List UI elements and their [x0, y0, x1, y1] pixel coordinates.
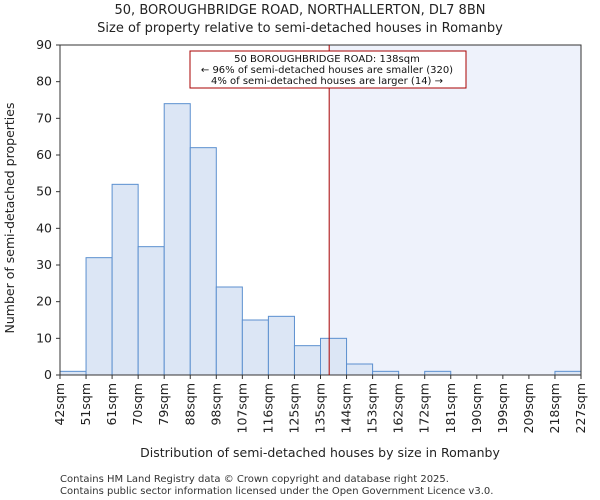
x-axis-title: Distribution of semi-detached houses by … — [140, 445, 500, 460]
footer-line1: Contains HM Land Registry data © Crown c… — [60, 474, 449, 485]
y-tick-label: 30 — [36, 257, 52, 272]
x-tick-label: 227sqm — [573, 383, 588, 433]
x-tick-label: 70sqm — [130, 383, 145, 426]
y-tick-label: 80 — [36, 74, 52, 89]
footer-line2: Contains public sector information licen… — [60, 486, 493, 497]
bar-51sqm — [85, 257, 113, 376]
x-tick-label: 88sqm — [182, 383, 197, 426]
bar-61sqm — [111, 183, 139, 376]
bar-153sqm — [372, 370, 400, 376]
x-axis-ticks: 42sqm 51sqm 61sqm 70sqm 79sqm 88sqm 98sqm 107sq… — [52, 375, 588, 433]
annotation-line2: ← 96% of semi-detached houses are smalle… — [201, 65, 453, 76]
y-axis-ticks: 0 10 20 30 40 50 60 70 80 90 — [36, 37, 60, 382]
x-tick-label: 61sqm — [104, 383, 119, 426]
bar-135sqm — [320, 337, 348, 376]
bar-107sqm — [241, 319, 269, 376]
y-tick-label: 50 — [36, 184, 52, 199]
y-tick-label: 20 — [36, 294, 52, 309]
x-tick-label: 199sqm — [495, 383, 510, 433]
bar-98sqm — [215, 286, 243, 376]
bar-116sqm — [267, 315, 295, 376]
bars-group — [59, 103, 582, 376]
larger-region-shade — [329, 45, 581, 375]
plot-frame — [59, 44, 582, 376]
annotation-line3: 4% of semi-detached houses are larger (1… — [211, 76, 443, 87]
x-tick-label: 116sqm — [260, 383, 275, 433]
y-axis-title: Number of semi-detached properties — [2, 103, 17, 334]
x-tick-label: 190sqm — [469, 383, 484, 433]
annotation-line1: 50 BOROUGHBRIDGE ROAD: 138sqm — [234, 54, 420, 65]
bar-172sqm — [424, 370, 452, 376]
x-tick-label: 172sqm — [417, 383, 432, 433]
x-tick-label: 107sqm — [234, 383, 249, 433]
chart-title-line1: 50, BOROUGHBRIDGE ROAD, NORTHALLERTON, D… — [115, 3, 486, 18]
y-tick-label: 0 — [44, 367, 52, 382]
bar-88sqm — [189, 147, 217, 376]
x-tick-label: 98sqm — [208, 383, 223, 426]
y-tick-label: 90 — [36, 37, 52, 52]
x-tick-label: 51sqm — [78, 383, 93, 426]
y-tick-label: 60 — [36, 147, 52, 162]
annotation-box: 50 BOROUGHBRIDGE ROAD: 138sqm ← 96% of s… — [189, 50, 467, 89]
x-tick-label: 209sqm — [521, 383, 536, 433]
x-tick-label: 153sqm — [365, 383, 380, 433]
x-tick-label: 181sqm — [443, 383, 458, 433]
bar-70sqm — [137, 246, 165, 376]
chart-title-line2: Size of property relative to semi-detach… — [97, 21, 503, 36]
bar-42sqm — [59, 370, 87, 376]
x-tick-label: 144sqm — [339, 383, 354, 433]
bar-218sqm — [554, 370, 582, 376]
x-tick-label: 135sqm — [313, 383, 328, 433]
x-tick-label: 79sqm — [156, 383, 171, 426]
x-tick-label: 162sqm — [391, 383, 406, 433]
bar-144sqm — [346, 363, 374, 376]
bar-125sqm — [293, 345, 322, 376]
y-tick-label: 70 — [36, 110, 52, 125]
annotation-frame — [189, 50, 467, 89]
y-tick-label: 10 — [36, 330, 52, 345]
x-tick-label: 42sqm — [52, 383, 67, 426]
x-tick-label: 218sqm — [547, 383, 562, 433]
x-tick-label: 125sqm — [286, 383, 301, 433]
bar-79sqm — [163, 103, 191, 376]
y-tick-label: 40 — [36, 220, 52, 235]
